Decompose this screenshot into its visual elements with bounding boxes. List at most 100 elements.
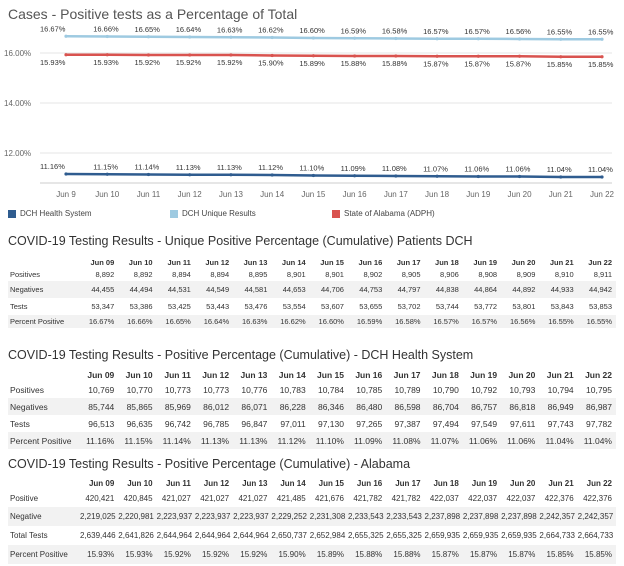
- table-cell: 10,783: [279, 384, 306, 395]
- table-cell: 2,650,737: [271, 531, 307, 540]
- table-row: Negatives 85,744 85,865 85,969 86,012 86,071 8…: [8, 398, 616, 415]
- table-cell: 11.13%: [194, 432, 234, 449]
- table-cell: 96,513: [88, 418, 115, 429]
- table-cell: 53,443: [206, 302, 230, 311]
- table-cell: 2,652,984: [309, 531, 346, 540]
- data-label: 16.56%: [506, 27, 532, 36]
- legend-item-dch-health-system[interactable]: DCH Health System: [8, 209, 92, 218]
- table-cell: 97,743: [547, 418, 574, 429]
- y-tick-label: 12.00%: [4, 149, 31, 158]
- table-cell: 53,425: [167, 302, 191, 311]
- table-cell: 421,485: [276, 494, 306, 503]
- table-cell: 86,757: [462, 398, 502, 415]
- table-cell: 86,704: [424, 398, 463, 415]
- table-cell: 8,892: [95, 270, 115, 279]
- data-label: 11.04%: [547, 165, 572, 174]
- legend-item-state-of-alabama[interactable]: State of Alabama (ADPH): [332, 209, 435, 218]
- table-row: Positive 420,421 420,845 421,027 421,027 421,…: [8, 490, 616, 507]
- data-point: [394, 36, 398, 41]
- x-tick-label: Jun 9: [56, 190, 76, 199]
- data-point: [559, 175, 563, 179]
- data-point: [188, 173, 192, 177]
- column-header: Jun 21: [548, 478, 574, 488]
- table-cell: 44,864: [462, 281, 502, 298]
- data-label: 11.13%: [217, 163, 242, 172]
- data-point: [559, 37, 563, 41]
- data-point: [517, 174, 522, 179]
- table-cell: 15.85%: [577, 545, 616, 564]
- data-label: 11.07%: [423, 164, 448, 173]
- table-cell: 11.10%: [309, 432, 348, 449]
- table-cell: 86,987: [577, 398, 616, 415]
- legend-swatch: [8, 209, 16, 218]
- line-chart: 12.00% 14.00% 16.00% Jun 9 Jun 10 Jun 11 Jun 1…: [4, 24, 615, 199]
- table-cell: 16.66%: [118, 315, 157, 328]
- column-header: Jun 09: [90, 257, 115, 267]
- x-tick-label: Jun 17: [384, 190, 409, 199]
- table-cell: 2,223,937: [156, 507, 195, 526]
- table-cell: 2,644,964: [194, 531, 231, 540]
- column-header: Jun 12: [205, 257, 230, 267]
- row-label: Positives: [10, 384, 45, 395]
- table-cell: 16.64%: [194, 315, 234, 328]
- table-cell: 10,776: [241, 384, 268, 395]
- table-cell: 44,549: [194, 281, 234, 298]
- table-cell: 2,644,964: [156, 531, 193, 540]
- column-header: Jun 18: [435, 257, 459, 267]
- table-cell: 2,233,543: [347, 507, 387, 526]
- table-cell: 85,969: [156, 398, 195, 415]
- table-cell: 96,635: [126, 418, 153, 429]
- table-cell: 11.09%: [347, 432, 387, 449]
- table-cell: 2,641,826: [118, 531, 154, 540]
- table-cell: 2,242,357: [539, 507, 578, 526]
- table-row: Percent Positive 15.93% 15.93% 15.92% 15.92%…: [8, 545, 616, 564]
- column-header: Jun 16: [358, 257, 383, 267]
- table-cell: 10,773: [164, 384, 191, 395]
- table-cell: 2,233,543: [386, 507, 425, 526]
- data-label: 16.64%: [176, 25, 202, 34]
- table-cell: 10,773: [203, 384, 230, 395]
- column-header: Jun 15: [320, 257, 344, 267]
- table-cell: 97,782: [586, 418, 612, 429]
- table-cell: 53,476: [244, 302, 268, 311]
- legend-label: State of Alabama (ADPH): [344, 209, 435, 218]
- data-label: 11.14%: [134, 163, 159, 172]
- legend-swatch: [332, 209, 340, 218]
- data-label: 11.16%: [40, 162, 65, 171]
- data-point: [600, 175, 604, 179]
- data-label: 15.88%: [341, 59, 367, 68]
- data-point: [105, 172, 109, 176]
- data-label: 16.66%: [93, 25, 119, 34]
- column-header: Jun 10: [127, 478, 153, 488]
- table-cell: 8,911: [593, 270, 612, 279]
- table-cell: 421,027: [161, 494, 191, 503]
- legend-item-dch-unique-results[interactable]: DCH Unique Results: [170, 209, 256, 218]
- table-row: Percent Positive 11.16% 11.15% 11.14% 11.13%…: [8, 432, 616, 449]
- table-cell: 11.08%: [386, 432, 425, 449]
- table-cell: 85,865: [118, 398, 157, 415]
- table-cell: 97,611: [510, 418, 536, 429]
- table-cell: 11.07%: [424, 432, 463, 449]
- table-cell: 53,554: [282, 302, 306, 311]
- table-cell: 16.62%: [271, 315, 310, 328]
- table-cell: 8,905: [401, 270, 421, 279]
- table-cell: 86,480: [347, 398, 387, 415]
- header-corner: [8, 476, 80, 490]
- data-label: 11.06%: [464, 165, 489, 174]
- table-cell: 15.92%: [233, 545, 272, 564]
- table-row: Tests 53,347 53,386 53,425 53,443 53,476 53,55…: [8, 298, 616, 315]
- table-cell: 53,843: [550, 302, 574, 311]
- table-cell: 420,421: [85, 494, 115, 503]
- table-cell: 15.93%: [118, 545, 157, 564]
- table-cell: 421,027: [200, 494, 230, 503]
- table-cell: 15.90%: [271, 545, 310, 564]
- table-row: Positives 8,892 8,892 8,894 8,894 8,895 8,901 8…: [8, 268, 616, 281]
- column-header: Jun 14: [280, 478, 306, 488]
- column-header: Jun 12: [203, 478, 230, 488]
- column-header: Jun 14: [281, 257, 306, 267]
- table-cell: 96,742: [164, 418, 191, 429]
- column-header: Jun 10: [125, 370, 153, 380]
- data-label: 15.93%: [93, 58, 119, 67]
- data-label: 16.55%: [588, 27, 614, 36]
- table-cell: 8,892: [133, 270, 153, 279]
